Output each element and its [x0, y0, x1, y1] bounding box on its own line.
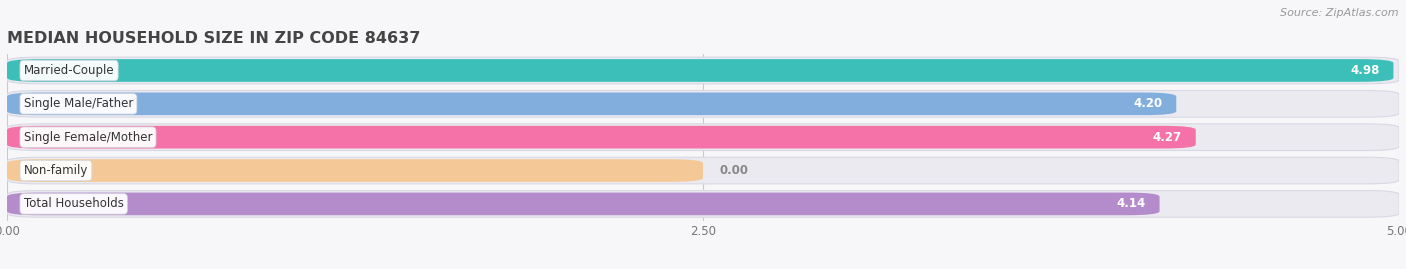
Text: 4.27: 4.27 [1153, 131, 1182, 144]
Text: Source: ZipAtlas.com: Source: ZipAtlas.com [1281, 8, 1399, 18]
Text: 4.14: 4.14 [1116, 197, 1146, 210]
FancyBboxPatch shape [7, 90, 1399, 117]
Text: Non-family: Non-family [24, 164, 89, 177]
FancyBboxPatch shape [7, 157, 1399, 184]
FancyBboxPatch shape [7, 59, 1393, 82]
Text: 0.00: 0.00 [720, 164, 749, 177]
FancyBboxPatch shape [7, 93, 1177, 115]
Text: Married-Couple: Married-Couple [24, 64, 114, 77]
FancyBboxPatch shape [7, 124, 1399, 151]
Text: 4.20: 4.20 [1133, 97, 1163, 110]
Text: MEDIAN HOUSEHOLD SIZE IN ZIP CODE 84637: MEDIAN HOUSEHOLD SIZE IN ZIP CODE 84637 [7, 31, 420, 46]
FancyBboxPatch shape [7, 159, 703, 182]
FancyBboxPatch shape [7, 57, 1399, 84]
Text: Single Male/Father: Single Male/Father [24, 97, 134, 110]
FancyBboxPatch shape [7, 190, 1399, 217]
Text: 4.98: 4.98 [1350, 64, 1379, 77]
FancyBboxPatch shape [7, 193, 1160, 215]
FancyBboxPatch shape [7, 126, 1195, 148]
Text: Total Households: Total Households [24, 197, 124, 210]
Text: Single Female/Mother: Single Female/Mother [24, 131, 152, 144]
